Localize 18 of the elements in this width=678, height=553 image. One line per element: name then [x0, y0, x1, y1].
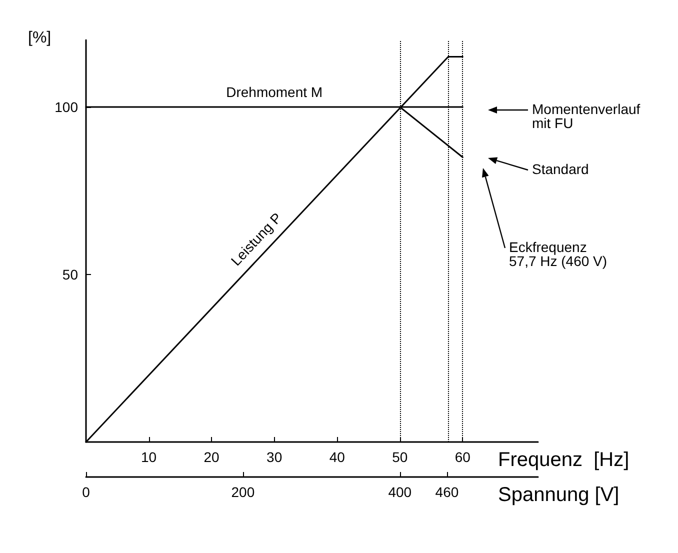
x-tick-label: 50 — [392, 449, 408, 465]
x-tick-label: 40 — [329, 449, 346, 465]
annotation: Eckfrequenz 57,7 Hz (460 V) — [509, 239, 608, 269]
x2-tick-label: 0 — [82, 484, 90, 500]
x2-tick-label: 400 — [388, 484, 412, 500]
series-label: Drehmoment M — [226, 84, 323, 100]
y-tick-label: 100 — [54, 99, 78, 115]
x2-tick-label: 200 — [231, 484, 255, 500]
x-tick-label: 10 — [140, 449, 157, 465]
x-tick-label: 20 — [204, 449, 220, 465]
y-axis-title: [%] — [28, 30, 52, 46]
x-tick-label: 60 — [454, 449, 471, 465]
x-tick-label: 30 — [266, 449, 282, 465]
annotation: Standard — [532, 161, 589, 177]
x2-axis-title: Spannung [V] — [498, 484, 620, 506]
annotation: Momentenverlauf mit FU — [532, 101, 640, 131]
x2-tick-label: 460 — [435, 484, 459, 500]
x-axis-title: Frequenz [Hz] — [498, 449, 630, 471]
